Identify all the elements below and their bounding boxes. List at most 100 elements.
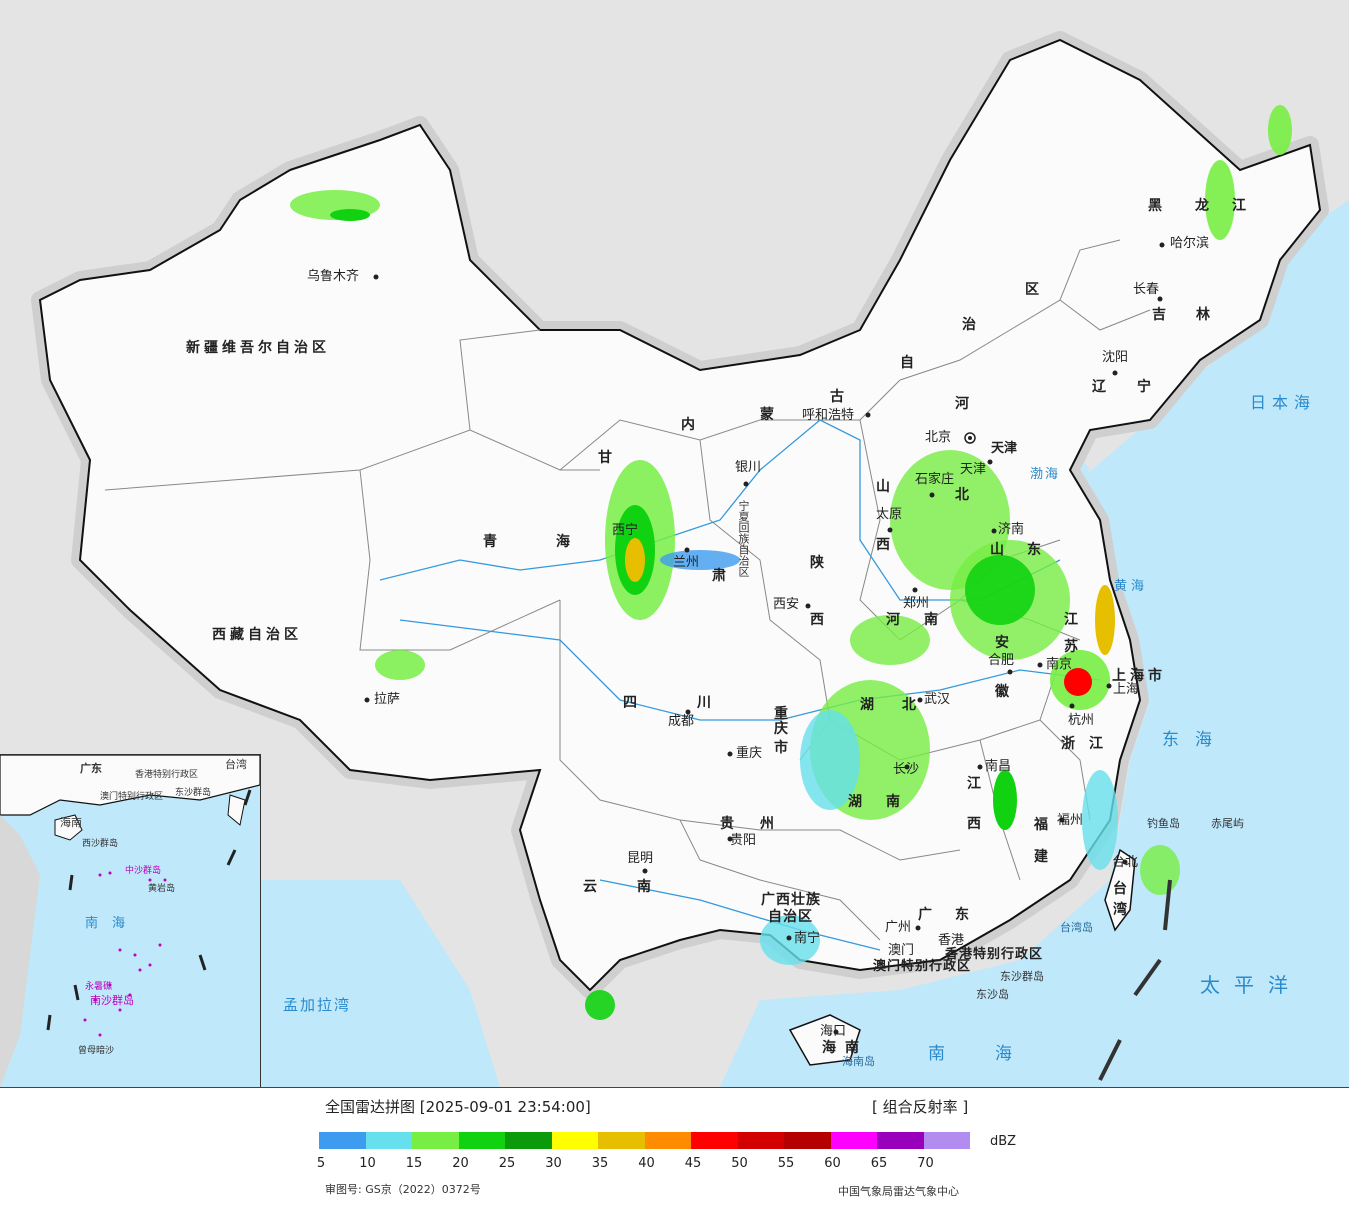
label-fujian-1: 福 [1034,817,1052,833]
city-shanghai: 上海 [1113,682,1140,697]
inset-xisha: 西沙群岛 [82,839,119,849]
legend-swatch-8 [691,1132,738,1149]
label-guizhou-1: 贵 [720,816,738,832]
legend-tick-60: 60 [824,1156,841,1171]
label-pacific: 太平洋 [1200,973,1302,997]
city-guiyang: 贵阳 [730,833,757,848]
legend-tick-40: 40 [638,1156,655,1171]
label-macau-sar: 澳门特别行政区 [873,959,972,974]
city-hohhot: 呼和浩特 [802,408,855,423]
map-canvas [31,31,1349,1087]
label-chongqing-3: 市 [774,740,792,756]
label-japan-sea: 日本海 [1250,393,1317,412]
city-fuzhou: 福州 [1057,813,1084,828]
city-jinan: 济南 [998,522,1025,537]
label-hubei-2: 北 [902,697,920,713]
city-changsha: 长沙 [893,762,920,777]
inset-nansha: 南沙群岛 [90,994,134,1007]
city-chongqing: 重庆 [736,746,763,761]
legend-tick-55: 55 [777,1156,795,1171]
label-guangdong-2: 东 [955,907,973,923]
label-macau: 澳门 [888,943,915,958]
pacific-sea-area [720,300,1349,1087]
label-south-sea: 南海 [928,1044,1062,1064]
city-urumqi: 乌鲁木齐 [307,269,360,284]
city-harbin: 哈尔滨 [1170,236,1210,251]
label-hainan-island: 海南岛 [842,1055,875,1068]
city-lanzhou: 兰州 [673,555,700,570]
label-gansu-1: 甘 [598,450,616,466]
label-dongsha-islands: 东沙群岛 [1000,970,1044,983]
label-henan-2: 南 [924,612,942,628]
city-hefei: 合肥 [988,653,1015,668]
legend-swatch-1 [365,1132,412,1149]
legend-swatch-10 [784,1132,831,1149]
label-hainan-1: 海 [822,1040,840,1056]
hainan-island [788,1014,861,1066]
legend-swatch-11 [830,1132,877,1149]
inset-hk: 香港特别行政区 [135,770,199,780]
label-neimenggu-3: 古 [830,389,848,405]
label-qinghai-1: 青 [483,534,501,550]
inset-zengmu: 曾母暗沙 [78,1046,115,1056]
label-jiangsu-1: 江 [1064,612,1082,628]
legend-panel: 全国雷达拼图 [2025-09-01 23:54:00] [ 组合反射率 ] d… [0,1087,1349,1209]
label-chongqing-2: 庆 [774,721,792,737]
label-dongsha-island: 东沙岛 [976,988,1009,1001]
legend-tick-10: 10 [359,1156,376,1171]
city-guangzhou: 广州 [885,920,912,935]
label-taiwan-2: 湾 [1113,902,1131,918]
label-guizhou-2: 州 [760,816,778,832]
legend-unit: dBZ [990,1134,1017,1149]
legend-tick-20: 20 [452,1156,469,1171]
label-bay-of-bengal: 孟加拉湾 [283,996,352,1014]
city-kunming: 昆明 [627,851,654,866]
label-east-sea: 东海 [1162,730,1228,750]
city-nanjing: 南京 [1046,657,1073,672]
label-heilongjiang-3: 江 [1232,198,1250,214]
legend-tick-45: 45 [684,1156,702,1171]
legend-ticks: 5 10 15 20 25 30 35 40 45 50 55 60 65 70 [300,1156,1000,1174]
label-shandong-2: 东 [1027,542,1045,558]
city-taibei: 台北 [1112,855,1139,870]
city-markers [364,242,1165,1035]
legend-swatch-7 [644,1132,691,1149]
label-taiwan-island: 台湾岛 [1060,921,1093,934]
inset-huangyan: 黄岩岛 [148,884,176,894]
label-anhui-2: 徽 [995,684,1013,700]
label-shanxi-1: 山 [876,479,894,495]
city-xian: 西安 [773,597,800,612]
label-liaoning-1: 辽 [1092,379,1110,395]
legend-swatch-9 [737,1132,784,1149]
maritime-boundary [1098,879,1172,1081]
city-beijing: 北京 [925,430,952,445]
label-neimenggu-1: 内 [681,417,699,433]
city-shenyang: 沈阳 [1102,350,1129,365]
label-jilin-2: 林 [1196,307,1214,323]
label-shaanxi-1: 陕 [810,555,828,571]
label-xinjiang: 新疆维吾尔自治区 [186,340,330,356]
label-yellow-sea: 黄海 [1114,579,1149,594]
label-shanghai: 上海市 [1112,668,1166,684]
city-xining: 西宁 [612,523,639,538]
label-heilongjiang-2: 龙 [1195,198,1213,214]
legend-tick-70: 70 [917,1156,934,1171]
radar-map: 新疆维吾尔自治区 西藏自治区 青 海 甘 肃 内 蒙 古 自 治 区 黑 龙 江… [0,0,1349,1087]
bay-of-bengal-area [260,880,500,1087]
label-hebei-1: 河 [955,396,973,412]
legend-tick-25: 25 [498,1156,516,1171]
label-hongkong-sar: 香港特别行政区 [945,947,1044,962]
label-shaanxi-2: 西 [810,612,828,628]
city-hangzhou: 杭州 [1068,713,1095,728]
legend-tick-5: 5 [316,1156,326,1171]
inset-dongsha: 东沙群岛 [175,788,212,798]
city-lhasa: 拉萨 [374,692,401,707]
inset-taiwan: 台湾 [225,758,247,771]
label-henan-1: 河 [886,612,904,628]
label-neimenggu-4: 自 [900,355,918,371]
label-guangdong-1: 广 [918,907,936,923]
label-hongkong: 香港 [938,933,965,948]
legend-tick-35: 35 [591,1156,609,1171]
label-neimenggu-5: 治 [962,317,980,333]
label-jiangsu-2: 苏 [1064,639,1082,655]
